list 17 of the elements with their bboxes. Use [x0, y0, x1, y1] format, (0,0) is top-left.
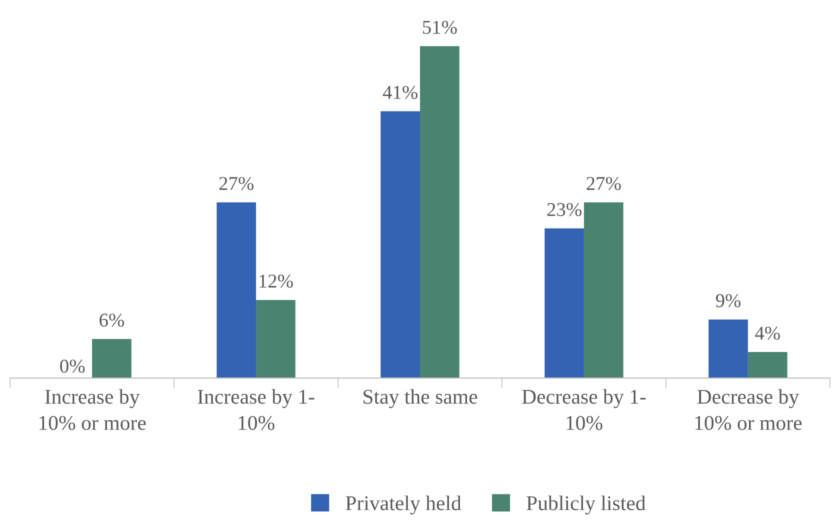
x-tick-label: Stay the same [364, 389, 478, 408]
x-tick-label: Increase by 1- 10% [198, 389, 314, 430]
data-label: 0% [60, 360, 85, 373]
x-tick-label: Decrease by 1- 10% [522, 389, 646, 430]
data-label: 4% [755, 326, 780, 340]
data-label: 41% [382, 86, 418, 100]
legend-label: Privately held [346, 496, 462, 515]
x-tick-label: Decrease by 10% or more [695, 389, 802, 430]
legend-label: Publicly listed [526, 496, 646, 515]
data-label: 23% [547, 202, 582, 216]
data-label: 27% [586, 176, 621, 190]
data-label: 12% [260, 274, 293, 288]
data-label: 6% [100, 314, 124, 327]
data-label: 9% [716, 294, 741, 308]
data-label: 51% [422, 20, 457, 34]
data-label: 27% [219, 176, 254, 190]
x-tick-label: Increase by 10% or more [40, 389, 146, 430]
